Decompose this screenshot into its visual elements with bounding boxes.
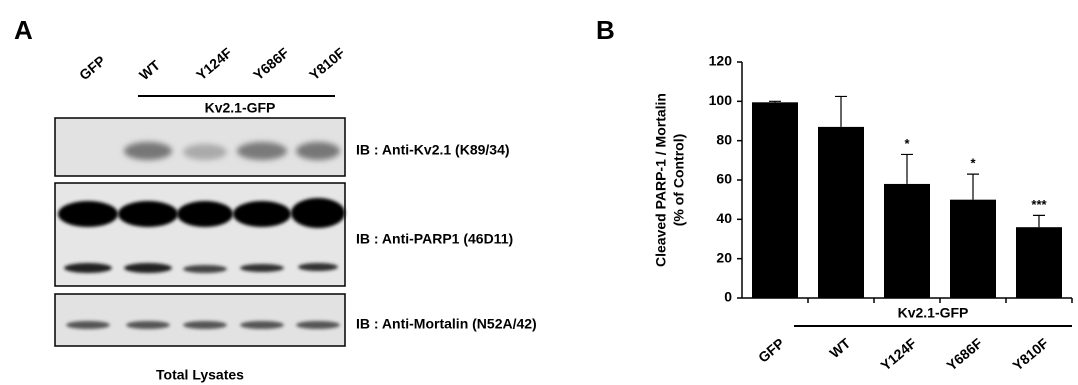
error-bar [901, 154, 913, 184]
blot-parp1 [55, 183, 345, 286]
bar [818, 127, 864, 298]
y-tick-label: 80 [716, 131, 732, 147]
x-tick-label: Y810F [1009, 335, 1051, 374]
y-axis-label: Cleaved PARP-1 / Mortalin [653, 93, 669, 267]
y-tick-label: 40 [716, 210, 732, 226]
error-bar [769, 101, 781, 102]
x-tick-label: Y686F [943, 335, 985, 374]
blot-mortalin [55, 294, 345, 346]
bar [752, 102, 798, 298]
lane-label: Y686F [250, 44, 292, 83]
group-label: Kv2.1-GFP [205, 100, 276, 116]
y-tick-label: 20 [716, 249, 732, 265]
panel-label: A [14, 15, 33, 45]
significance: * [970, 156, 976, 171]
y-tick-label: 100 [709, 92, 733, 108]
bar [884, 184, 930, 298]
panel-label: B [596, 15, 615, 45]
x-tick-label: GFP [755, 335, 787, 366]
blot-label: IB : Anti-Mortalin (N52A/42) [356, 316, 537, 332]
lane-label: GFP [76, 52, 108, 83]
lane-label: WT [136, 57, 163, 84]
error-bar [835, 96, 847, 126]
error-bar [967, 174, 979, 200]
bar [950, 200, 996, 298]
blot-kv21 [55, 118, 345, 176]
y-tick-label: 0 [724, 289, 732, 305]
footer: Total Lysates [156, 367, 244, 383]
y-tick-label: 60 [716, 171, 732, 187]
y-axis-label: (% of Control) [671, 134, 687, 227]
bar [1016, 227, 1062, 298]
significance: *** [1031, 197, 1047, 212]
blot-label: IB : Anti-PARP1 (46D11) [356, 231, 513, 247]
lane-label: Y810F [306, 44, 348, 83]
x-tick-label: WT [826, 335, 853, 362]
y-tick-label: 120 [709, 53, 733, 69]
figure: A Kv2.1-GFP IB : Anti-Kv2.1 (K89/34) IB … [0, 0, 1078, 385]
error-bar [1033, 215, 1045, 227]
blot-label: IB : Anti-Kv2.1 (K89/34) [356, 142, 510, 158]
lane-label: Y124F [193, 44, 235, 83]
x-tick-label: Y124F [877, 335, 919, 374]
group-label: Kv2.1-GFP [898, 305, 969, 321]
significance: * [904, 136, 910, 151]
